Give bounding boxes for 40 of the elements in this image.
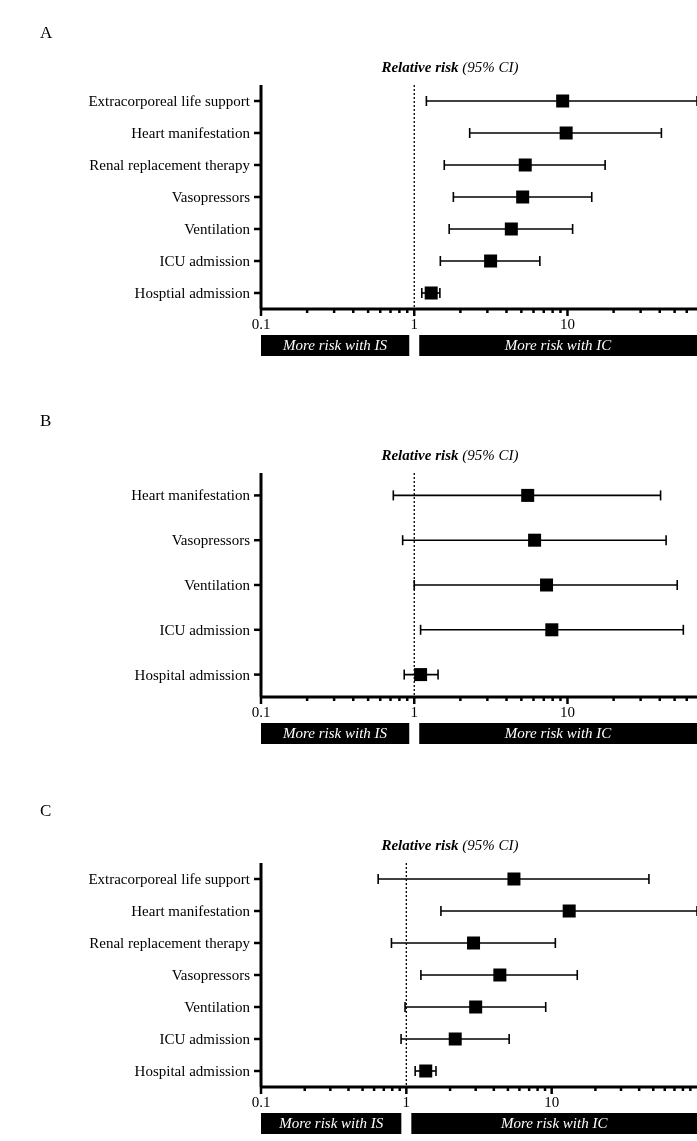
text: C [40, 801, 52, 820]
text: More risk with IS [278, 1115, 384, 1131]
y-tick-label: Extracorporeal life support [88, 93, 251, 109]
y-tick-label: Heart manifestation [131, 487, 251, 504]
y-tick-label: Ventilation [184, 221, 251, 237]
y-tick-label: Vasopressors [171, 967, 251, 983]
x-tick-label: 10 [559, 704, 575, 720]
y-tick-label: Hospital admission [134, 1063, 251, 1079]
y-tick-label: Hosptial admission [134, 285, 251, 301]
text: More risk with IC [503, 337, 613, 353]
chart-subtitle: Relative risk (95% CI) [380, 447, 519, 464]
y-tick-label: Hospital admission [134, 666, 251, 683]
y-tick-label: Ventilation [184, 999, 251, 1015]
text: More risk with IS [282, 725, 388, 741]
x-tick-label: 1 [410, 316, 418, 332]
y-tick-label: Vasopressors [171, 189, 251, 205]
y-tick-label: Heart manifestation [131, 903, 251, 919]
x-tick-label: 1 [410, 704, 418, 720]
x-tick-label: 0.1 [251, 316, 271, 332]
x-tick-label: 10 [559, 316, 575, 332]
x-tick-label: 0.1 [251, 704, 271, 720]
text: B [40, 411, 52, 430]
x-tick-label: 0.1 [251, 1094, 271, 1110]
x-tick-label: 1 [402, 1094, 411, 1110]
y-tick-label: ICU admission [159, 621, 251, 638]
text: More risk with IS [282, 337, 388, 353]
x-tick-label: 10 [544, 1094, 560, 1110]
y-tick-label: Ventilation [184, 577, 251, 593]
chart-subtitle: Relative risk (95% CI) [380, 837, 519, 854]
y-tick-label: ICU admission [159, 1031, 251, 1047]
y-tick-label: Extracorporeal life support [88, 871, 251, 887]
y-tick-label: Renal replacement therapy [89, 935, 251, 951]
text: More risk with IC [503, 725, 613, 741]
chart-subtitle: Relative risk (95% CI) [380, 59, 519, 76]
y-tick-label: ICU admission [159, 253, 251, 269]
y-tick-label: Heart manifestation [131, 125, 251, 141]
text: More risk with IC [499, 1115, 609, 1131]
text: A [40, 23, 53, 42]
y-tick-label: Renal replacement therapy [89, 157, 251, 173]
y-tick-label: Vasopressors [171, 532, 251, 549]
